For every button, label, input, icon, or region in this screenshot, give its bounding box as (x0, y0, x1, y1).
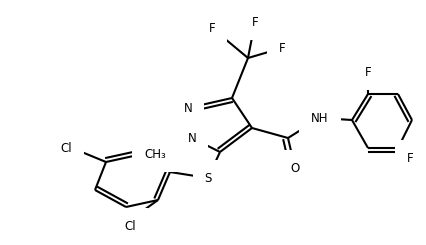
Text: N: N (187, 132, 196, 145)
Text: N: N (183, 101, 192, 114)
Text: Cl: Cl (124, 220, 135, 233)
Text: F: F (364, 65, 371, 78)
Text: F: F (406, 151, 412, 164)
Text: F: F (278, 41, 285, 54)
Text: NH: NH (311, 111, 328, 124)
Text: O: O (290, 161, 299, 174)
Text: Cl: Cl (60, 142, 72, 155)
Text: F: F (208, 22, 215, 35)
Text: CH₃: CH₃ (144, 147, 166, 160)
Text: F: F (251, 15, 258, 28)
Text: S: S (204, 172, 211, 184)
